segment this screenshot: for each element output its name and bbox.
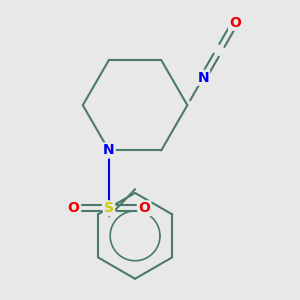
Text: N: N: [103, 143, 115, 158]
Text: O: O: [68, 201, 80, 215]
Text: N: N: [197, 71, 209, 85]
Text: S: S: [104, 201, 114, 215]
Text: O: O: [229, 16, 241, 30]
Text: O: O: [139, 201, 150, 215]
